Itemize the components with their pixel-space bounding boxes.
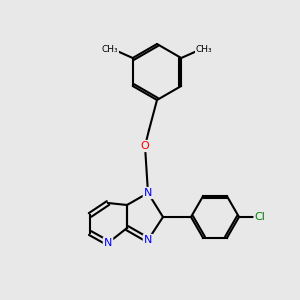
Text: O: O — [141, 141, 149, 151]
Text: N: N — [104, 238, 112, 248]
Text: CH₃: CH₃ — [101, 46, 118, 55]
Text: Cl: Cl — [255, 212, 266, 222]
Text: CH₃: CH₃ — [196, 46, 213, 55]
Text: N: N — [144, 235, 152, 245]
Text: N: N — [144, 188, 152, 198]
